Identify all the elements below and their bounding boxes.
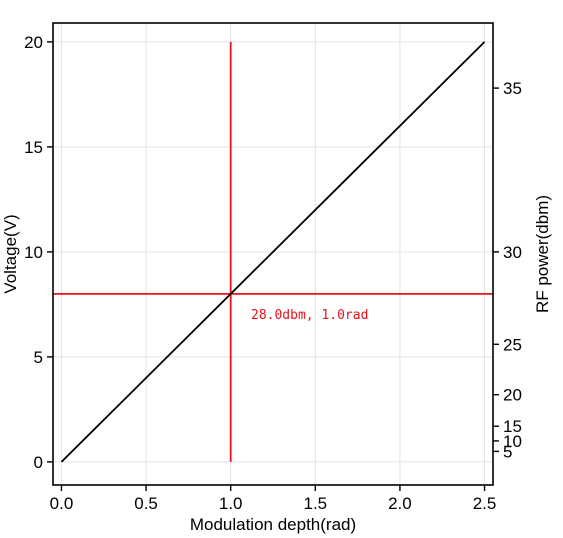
y-tick-label-2: 10 xyxy=(24,243,43,262)
plot-content: 28.0dbm, 1.0rad xyxy=(53,41,493,463)
y2-axis-title: RF power(dbm) xyxy=(533,195,552,313)
x-ticks: 0.0 0.5 1.0 1.5 2.0 2.5 xyxy=(50,485,497,513)
grid xyxy=(53,23,493,485)
y2-tick-label-2: 15 xyxy=(503,417,522,436)
y-ticks: 0 5 10 15 20 xyxy=(24,33,53,472)
y-tick-label-1: 5 xyxy=(34,348,43,367)
x-tick-label-2: 1.0 xyxy=(219,494,243,513)
x-tick-label-5: 2.5 xyxy=(473,494,497,513)
x-axis-title: Modulation depth(rad) xyxy=(190,515,356,534)
y2-tick-label-1: 10 xyxy=(503,432,522,451)
y2-tick-label-4: 25 xyxy=(503,335,522,354)
y-axis-title: Voltage(V) xyxy=(1,214,20,293)
annotation-label: 28.0dbm, 1.0rad xyxy=(251,308,368,323)
y-tick-label-0: 0 xyxy=(34,453,43,472)
y2-tick-label-0: 5 xyxy=(503,442,512,461)
plot-frame xyxy=(52,22,494,486)
x-tick-label-1: 0.5 xyxy=(134,494,158,513)
series-line-0 xyxy=(60,41,486,463)
y2-tick-label-3: 20 xyxy=(503,386,522,405)
x-tick-label-0: 0.0 xyxy=(50,494,74,513)
y2-tick-label-6: 35 xyxy=(503,79,522,98)
y-tick-label-3: 15 xyxy=(24,138,43,157)
x-tick-label-3: 1.5 xyxy=(303,494,327,513)
y2-tick-label-5: 30 xyxy=(503,243,522,262)
y-tick-label-4: 20 xyxy=(24,33,43,52)
x-tick-label-4: 2.0 xyxy=(388,494,412,513)
